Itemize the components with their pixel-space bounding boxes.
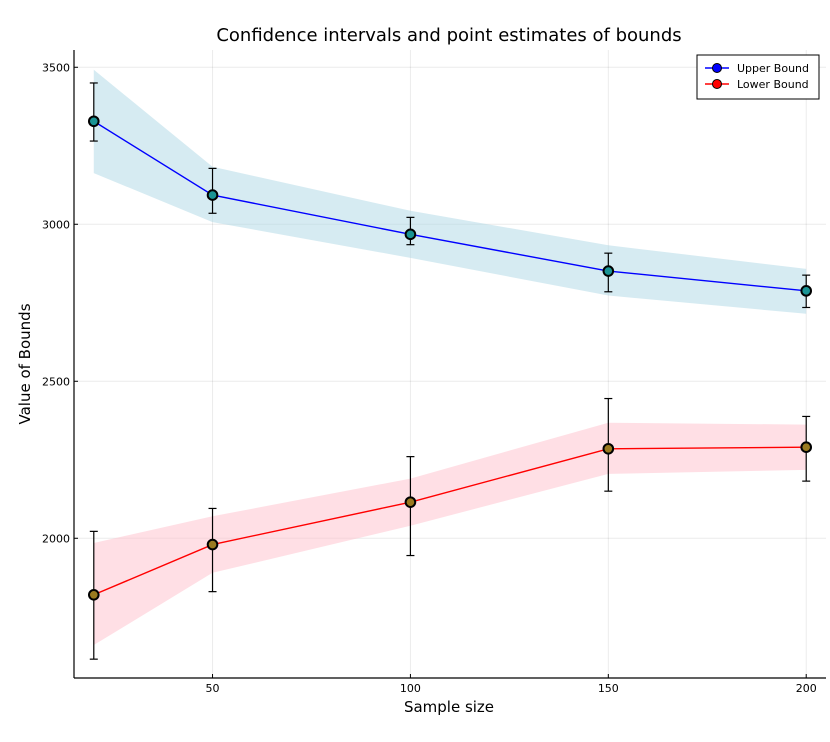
lower-bound-legend-marker — [712, 79, 722, 89]
chart-title: Confidence intervals and point estimates… — [216, 25, 681, 46]
lower-bound-point — [206, 538, 219, 551]
y-axis-label: Value of Bounds — [16, 303, 34, 424]
lower-bound-point — [800, 441, 813, 454]
x-tick-label: 150 — [598, 682, 619, 695]
lower-bound-legend-label: Lower Bound — [737, 78, 809, 91]
legend-box — [696, 54, 820, 100]
upper-bound-point — [87, 115, 100, 128]
y-tick-label: 2500 — [42, 375, 70, 388]
x-axis-label: Sample size — [404, 698, 494, 716]
upper-bound-point — [206, 189, 219, 201]
upper-bound-legend-marker — [712, 63, 722, 73]
upper-bound-band — [93, 69, 807, 314]
x-tick-label: 200 — [796, 682, 817, 695]
ticks: 50 100 150 200 2000 2500 3000 3500 — [42, 61, 817, 695]
upper-bound-point — [602, 265, 615, 277]
y-tick-label: 2000 — [42, 532, 70, 545]
legend: Upper Bound Lower Bound — [696, 54, 820, 100]
upper-bound-point — [800, 285, 813, 297]
grid — [74, 50, 826, 678]
point-markers — [87, 115, 813, 601]
x-tick-label: 100 — [400, 682, 421, 695]
axes — [73, 50, 826, 679]
lower-bound-point — [87, 588, 100, 601]
x-tick-label: 50 — [206, 682, 220, 695]
lower-bound-point — [404, 496, 417, 508]
lower-bound-point — [602, 442, 615, 455]
upper-bound-legend-label: Upper Bound — [737, 62, 809, 75]
y-tick-label: 3500 — [42, 61, 70, 74]
y-tick-label: 3000 — [42, 218, 70, 231]
upper-bound-point — [404, 228, 417, 241]
lower-bound-band — [93, 422, 807, 646]
confidence-bands — [93, 69, 807, 646]
